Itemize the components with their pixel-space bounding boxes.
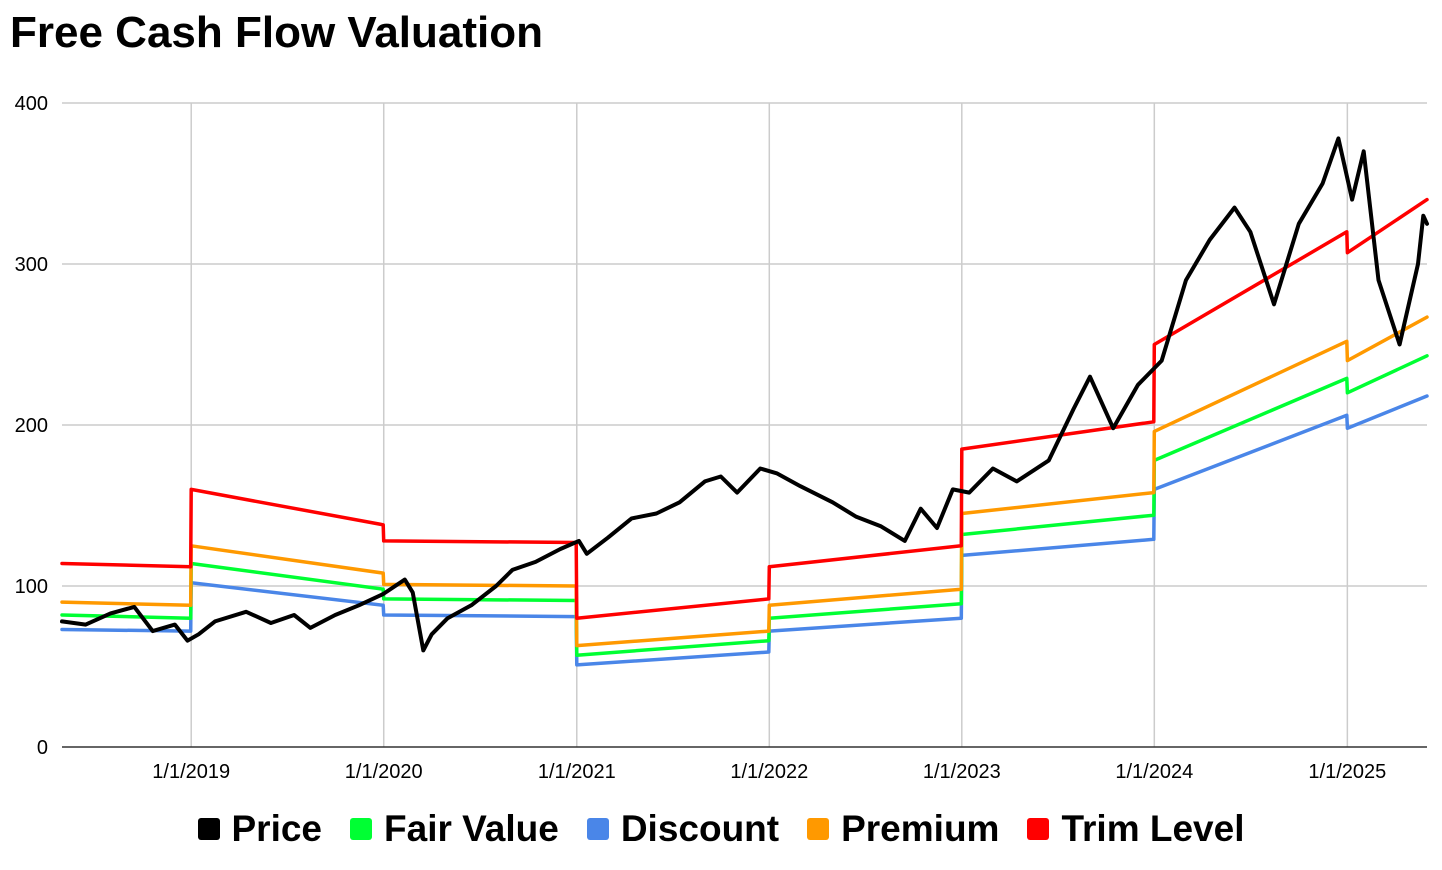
legend-label: Premium: [841, 808, 1000, 849]
x-tick-label: 1/1/2024: [1115, 761, 1193, 783]
x-tick-label: 1/1/2023: [923, 761, 1001, 783]
y-tick-label: 200: [15, 415, 48, 437]
x-tick-label: 1/1/2022: [730, 761, 808, 783]
x-tick-label: 1/1/2020: [345, 761, 423, 783]
chart-title: Free Cash Flow Valuation: [10, 8, 544, 57]
legend-item-price[interactable]: Price: [197, 808, 323, 850]
series-line-trim-level: [60, 197, 1429, 620]
series-line-discount: [60, 394, 1429, 667]
legend-item-trim-level[interactable]: Trim Level: [1027, 808, 1244, 850]
legend: Price Fair Value Discount Premium Trim Level: [0, 808, 1442, 850]
y-tick-label: 400: [15, 93, 48, 115]
y-axis-ticks: 0 100 200 300 400: [15, 93, 48, 759]
legend-label: Fair Value: [384, 808, 559, 849]
legend-swatch: [350, 818, 373, 840]
legend-label: Trim Level: [1061, 808, 1245, 849]
x-tick-label: 1/1/2021: [538, 761, 616, 783]
legend-item-discount[interactable]: Discount: [586, 808, 780, 850]
legend-swatch: [586, 818, 609, 840]
series-line-price: [60, 136, 1429, 653]
series-lines: [60, 136, 1429, 667]
y-tick-label: 300: [15, 254, 48, 276]
y-tick-label: 0: [37, 737, 48, 759]
x-tick-label: 1/1/2025: [1308, 761, 1386, 783]
legend-item-fair-value[interactable]: Fair Value: [350, 808, 559, 850]
series-line-premium: [60, 315, 1429, 648]
legend-item-premium[interactable]: Premium: [807, 808, 999, 850]
legend-label: Discount: [620, 808, 780, 849]
legend-swatch: [807, 818, 830, 840]
x-axis-ticks: 1/1/2019 1/1/2020 1/1/2021 1/1/2022 1/1/2023…: [152, 761, 1386, 783]
x-tick-label: 1/1/2019: [152, 761, 230, 783]
legend-label: Price: [231, 808, 323, 849]
grid: [62, 102, 1427, 747]
legend-swatch: [197, 818, 220, 840]
y-tick-label: 100: [15, 576, 48, 598]
legend-swatch: [1027, 818, 1050, 840]
